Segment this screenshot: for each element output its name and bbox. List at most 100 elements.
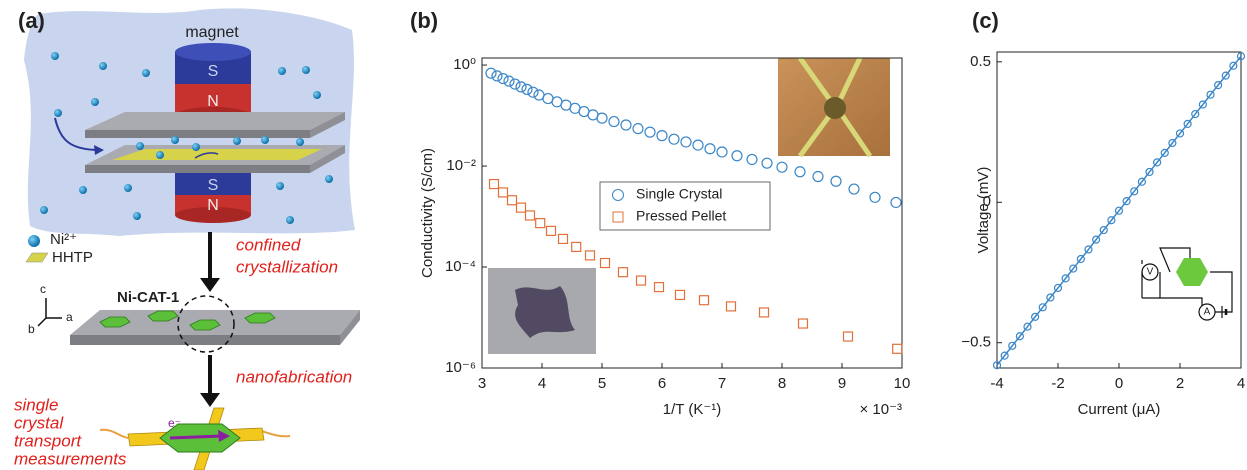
legend-label: Single Crystal [636,186,722,202]
point [725,301,737,312]
x-tick-label: -4 [990,375,1003,392]
pole: S [208,177,219,194]
point [1046,293,1055,302]
point [776,161,788,173]
point [761,157,773,169]
point [535,218,546,229]
point [545,225,557,236]
x-tick-label: 7 [718,375,726,392]
point [1191,109,1200,119]
point [515,81,527,93]
point [1145,167,1154,177]
plate-side [310,145,345,173]
x-tick-label: 6 [658,375,666,392]
x-tick-label: 3 [478,375,486,392]
plate-side [85,165,310,173]
point [497,72,509,85]
point [527,86,539,98]
x-tick-label: -2 [1051,375,1064,392]
wire [99,428,129,439]
point [524,210,536,221]
panel-a: (a) magnet S N S N Ni²⁺ HHTP confined cr… [14,8,360,470]
x-tick-label: 9 [838,375,846,392]
plate-side [310,112,345,138]
plate [85,112,345,130]
x-multiplier: × 10⁻³ [859,401,902,418]
point [842,331,854,342]
y-tick-label: 0 [983,193,991,210]
point [1107,216,1116,225]
x-tick-label: 8 [778,375,786,392]
point [812,170,824,183]
point [1153,158,1162,167]
point [830,175,842,187]
point [1183,119,1192,129]
point [1069,264,1078,273]
legend-linker: HHTP [52,249,93,266]
pole: S [208,63,219,80]
x-tick-label: 4 [538,375,546,392]
hhtp-layer [112,149,322,160]
point [503,75,515,87]
point [608,115,620,128]
point [497,187,509,198]
magnet-s [175,173,251,195]
highlight [177,295,235,353]
point [571,241,582,253]
legend-ion: Ni²⁺ [50,231,77,248]
point [656,130,668,142]
point [1221,71,1230,80]
inset-photo [488,56,890,354]
x-axis-label: 1/T (K⁻¹) [663,401,721,418]
point [620,119,632,131]
point [746,153,758,166]
point [1214,81,1223,90]
point [506,195,518,206]
y-tick-label: 10⁻⁶ [445,359,476,376]
point [1076,254,1085,264]
point [521,83,533,95]
point [758,307,770,318]
magnet-end [175,207,251,223]
point [1198,100,1207,109]
panel-label: (a) [18,8,45,33]
point [1061,274,1070,283]
magnet-top [175,43,251,61]
point [848,183,860,195]
substrate-side [70,335,340,345]
y-tick-label: 10⁻⁴ [445,258,476,275]
y-tick-label: 10⁻² [446,157,476,174]
arrow [194,152,219,159]
point [716,146,728,158]
point [1229,61,1238,70]
y-axis-label: Conductivity (S/cm) [419,148,436,278]
point [1168,138,1177,148]
meter-a: A [1204,307,1211,318]
electron-arrow [169,434,223,440]
pole: N [207,93,219,110]
point [1031,312,1040,321]
point [1099,225,1108,235]
point [731,150,743,162]
ion-icon [28,235,40,247]
point [1175,129,1185,138]
x-axis-label: Current (μA) [1078,401,1161,418]
y-tick-label: −0.5 [961,334,991,351]
point [1137,177,1146,186]
point [617,267,629,278]
point [1122,197,1131,206]
chart: (b) 3 4 5 6 7 8 9 10 10⁰ 10⁻² 10⁻⁴ 10⁻⁶ 1/T (K⁻¹) × 10… [410,8,910,418]
point [1236,52,1246,61]
point [1160,148,1169,157]
meter-v: V [1147,267,1154,278]
product-label: Ni-CAT-1 [117,289,179,306]
point [515,202,527,213]
y-axis-label: Voltage (mV) [975,167,992,254]
point [869,191,881,203]
axis-label: b [28,322,35,336]
point [596,112,608,124]
step-label: crystal [14,413,64,432]
axis-label: a [66,310,73,324]
x-tick-label: 4 [1237,375,1245,392]
